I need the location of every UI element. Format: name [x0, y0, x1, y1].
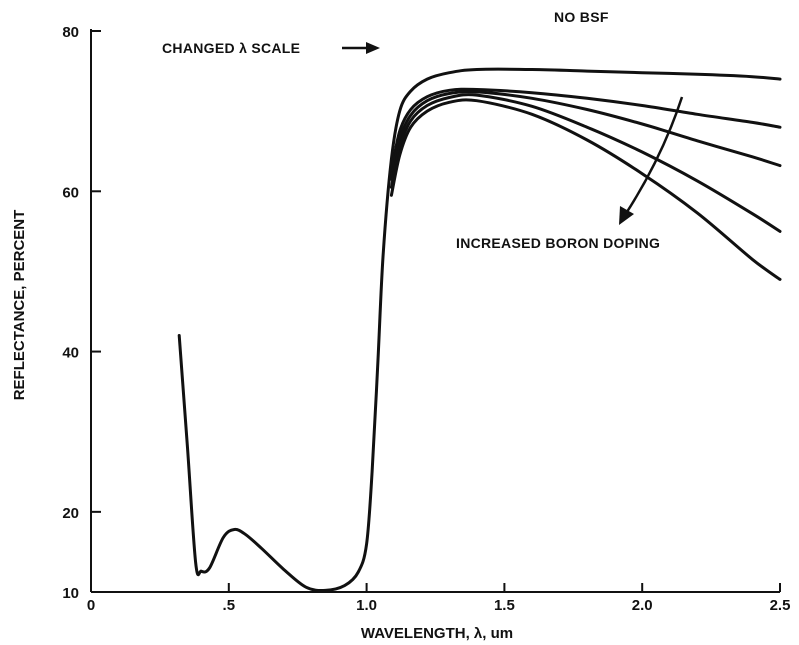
no-bsf-label: NO BSF	[554, 9, 609, 25]
x-tick-label: 2.0	[632, 597, 653, 614]
down-curved-arrow-icon	[619, 96, 684, 225]
boron-doping-label: INCREASED BORON DOPING	[456, 235, 660, 251]
x-tick-label: 2.5	[770, 597, 791, 614]
reflectance-curve-4	[389, 93, 782, 233]
y-tick-label: 10	[62, 585, 79, 602]
x-tick-label: 1.0	[356, 597, 377, 614]
x-tick-label: 0	[87, 597, 95, 614]
y-tick-label: 40	[62, 345, 79, 362]
y-tick-label: 60	[62, 184, 79, 201]
y-axis-title: REFLECTANCE, PERCENT	[11, 210, 28, 401]
axes	[90, 29, 780, 593]
changed-scale-label: CHANGED λ SCALE	[162, 40, 300, 56]
reflectance-curve-5	[389, 98, 782, 281]
right-arrow-icon	[342, 42, 380, 54]
reflectance-curve-1	[177, 67, 782, 593]
y-tick-label: 80	[62, 24, 79, 41]
x-tick-label: 1.5	[494, 597, 515, 614]
ticks: 0 .5 1.0 1.5 2.0 2.5 10 20 40 60 80	[62, 24, 790, 614]
curves	[177, 67, 782, 593]
reflectance-curve-2	[389, 87, 782, 173]
annotations: NO BSF CHANGED λ SCALE INCREASED BORON D…	[162, 9, 684, 251]
reflectance-curve-3	[389, 90, 782, 181]
x-axis-title: WAVELENGTH, λ, um	[361, 625, 513, 642]
x-tick-label: .5	[223, 597, 236, 614]
y-tick-label: 20	[62, 505, 79, 522]
